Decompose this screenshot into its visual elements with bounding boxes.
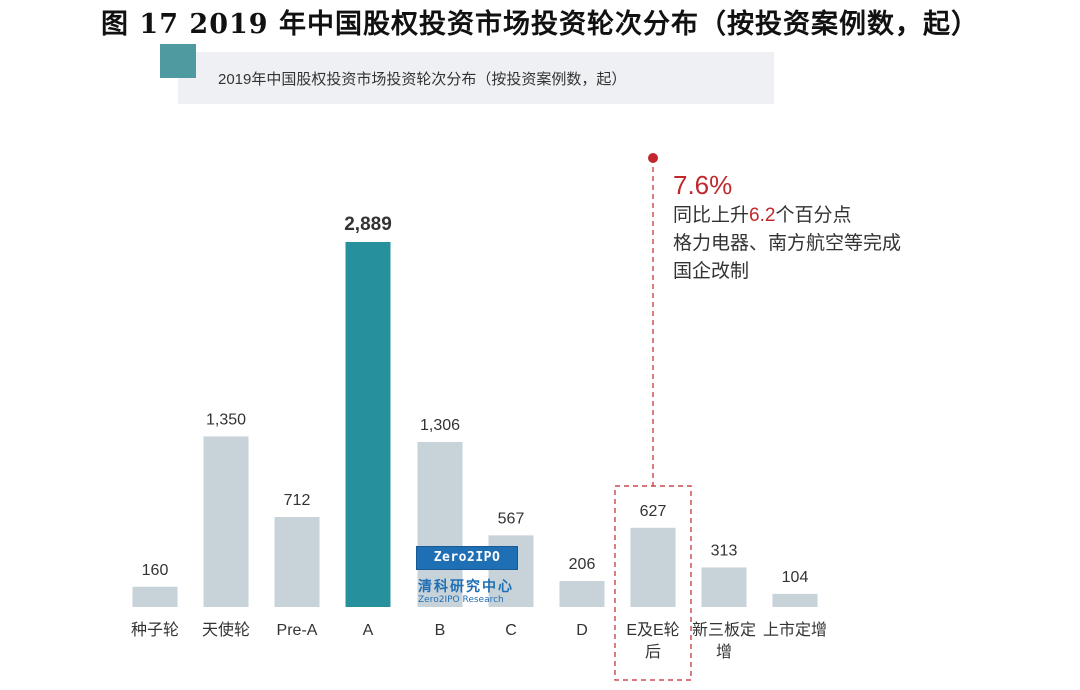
annotation-line-1: 同比上升6.2个百分点 (673, 202, 901, 230)
chart-title: 2019年中国股权投资市场投资轮次分布（按投资案例数，起） (218, 71, 627, 88)
value-label-9: 104 (782, 569, 809, 586)
bar-8 (701, 567, 747, 607)
category-label-9: 上市定增 (763, 621, 827, 639)
category-label-5: C (505, 622, 517, 639)
bar-9 (772, 593, 818, 607)
value-label-0: 160 (142, 562, 169, 579)
annotation-percent: 7.6% (673, 170, 733, 200)
logo-english-name: Zero2IPO Research (418, 595, 504, 605)
category-label-3: A (363, 622, 374, 639)
zero2ipo-logo: Zero2IPO 清科研究中心 Zero2IPO Research (416, 546, 520, 608)
bar-3 (345, 242, 391, 607)
category-label-6: D (576, 622, 588, 639)
annotation-line-2: 格力电器、南方航空等完成 (673, 233, 902, 254)
bar-0 (132, 586, 178, 607)
annotation-box (614, 485, 692, 681)
banner-accent-block (160, 44, 196, 78)
bar-1 (203, 436, 249, 607)
value-label-5: 567 (498, 510, 525, 527)
figure-title: 图 17 2019 年中国股权投资市场投资轮次分布（按投资案例数，起） (101, 9, 979, 40)
category-label-8: 新三板定增 (692, 621, 756, 661)
category-label-0: 种子轮 (131, 621, 179, 639)
annotation-line-1-value: 6.2 (749, 205, 776, 226)
value-label-8: 313 (711, 542, 738, 559)
value-label-6: 206 (569, 556, 596, 573)
annotation-line-1-suffix: 个百分点 (775, 205, 852, 226)
category-label-4: B (435, 622, 446, 639)
bar-4 (417, 441, 463, 607)
value-label-2: 712 (284, 492, 311, 509)
value-label-7: 627 (640, 503, 667, 520)
value-label-1: 1,350 (206, 411, 246, 428)
annotation-marker (648, 153, 658, 163)
category-label-1: 天使轮 (202, 621, 250, 639)
annotation-line-1-prefix: 同比上升 (673, 205, 750, 226)
category-label-2: Pre-A (277, 622, 318, 639)
bar-7 (630, 527, 676, 607)
annotation: 7.6% 同比上升6.2个百分点 格力电器、南方航空等完成 国企改制 (673, 168, 901, 286)
bar-2 (274, 517, 320, 607)
bar-6 (559, 580, 605, 607)
value-label-3: 2,889 (344, 214, 392, 235)
logo-wordmark: Zero2IPO (416, 546, 518, 570)
chart-title-banner (178, 52, 774, 104)
value-label-4: 1,306 (420, 417, 460, 434)
category-label-7: E及E轮后 (626, 621, 679, 661)
annotation-line-3: 国企改制 (673, 261, 750, 282)
logo-chinese-name: 清科研究中心 (418, 579, 514, 595)
